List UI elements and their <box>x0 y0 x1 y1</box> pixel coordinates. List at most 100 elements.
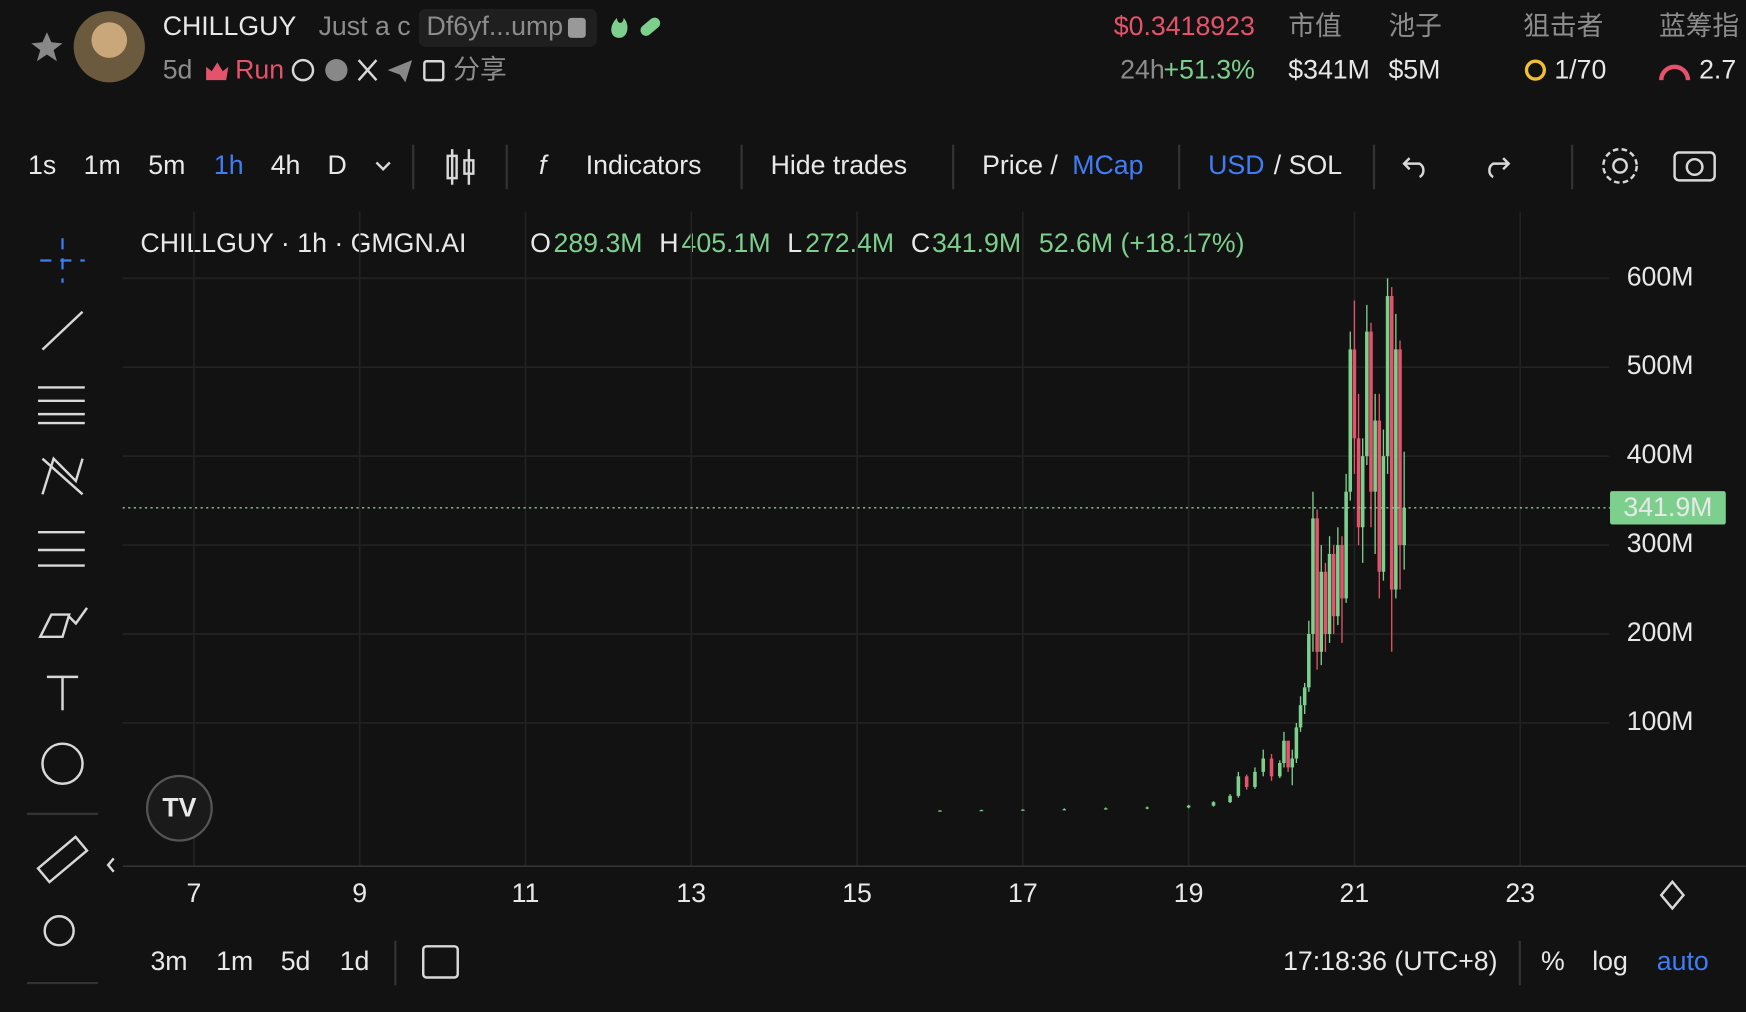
prediction-tool[interactable] <box>38 530 85 567</box>
candle-body <box>1323 571 1328 635</box>
candle-body <box>1236 776 1241 796</box>
stat-value: $5M <box>1388 54 1440 84</box>
sniper-icon <box>1524 59 1546 81</box>
settings-core <box>1612 157 1628 174</box>
interval[interactable]: 1m <box>84 150 121 180</box>
web-icon[interactable] <box>325 59 348 82</box>
candle-body <box>1336 545 1340 617</box>
favorite-star[interactable] <box>31 32 63 62</box>
interval-dropdown[interactable] <box>375 161 391 171</box>
pill-icon <box>640 17 661 36</box>
clock: 17:18:36 (UTC+8) <box>1283 946 1497 976</box>
redo[interactable] <box>1488 157 1511 179</box>
interval[interactable]: D <box>327 150 346 180</box>
stat-value: 2.7 <box>1699 54 1736 84</box>
y-tick-label: 200M <box>1627 617 1694 647</box>
run-icon <box>206 62 229 81</box>
stat-label[interactable]: 狙击者 <box>1523 11 1603 41</box>
price: $0.3418923 <box>1114 11 1255 41</box>
trendline-tool[interactable] <box>41 310 84 351</box>
pattern-tool[interactable] <box>41 456 84 496</box>
range[interactable]: 1d <box>340 946 370 976</box>
interval[interactable]: 4h <box>271 150 301 180</box>
candle-body <box>1319 571 1324 652</box>
candle-body <box>1381 456 1386 572</box>
y-tick-label: 100M <box>1627 706 1694 736</box>
camera[interactable] <box>1673 151 1716 182</box>
x-icon[interactable] <box>357 59 378 81</box>
candle-body <box>1389 296 1394 590</box>
candle-body <box>1311 518 1315 635</box>
mcap-toggle[interactable]: MCap <box>1072 150 1143 180</box>
goto-date[interactable] <box>421 945 459 979</box>
tv-logo[interactable] <box>146 774 213 842</box>
text-tool[interactable] <box>46 675 79 711</box>
range[interactable]: 5d <box>281 946 311 976</box>
share-label[interactable]: 分享 <box>453 54 506 84</box>
avatar-face <box>91 22 128 58</box>
settings[interactable] <box>1602 147 1638 184</box>
candle-body <box>1103 808 1108 810</box>
candle-body <box>1331 553 1336 617</box>
emoji-tool[interactable] <box>41 742 84 785</box>
fx-icon[interactable]: f <box>539 150 549 180</box>
candle-body <box>1398 349 1402 546</box>
candle-body <box>1211 802 1216 806</box>
indicators[interactable]: Indicators <box>586 150 702 180</box>
x-tick-label: 11 <box>512 878 540 908</box>
token-address: Df6yf...ump <box>427 11 564 41</box>
candle-body <box>1356 438 1361 528</box>
candle-body <box>1307 634 1311 688</box>
last-price-label: 341.9M <box>1623 492 1712 522</box>
usd-toggle[interactable]: USD <box>1208 150 1264 180</box>
hide-trades[interactable]: Hide trades <box>771 150 908 180</box>
candle-body <box>1373 420 1377 492</box>
telegram-icon[interactable] <box>387 60 413 83</box>
candle-body <box>1286 740 1290 768</box>
interval[interactable]: 1s <box>28 150 56 180</box>
candle-body <box>1253 771 1257 787</box>
axis-settings[interactable] <box>1659 879 1686 911</box>
x-tick-label: 15 <box>842 878 872 908</box>
candle-body <box>1327 553 1332 635</box>
auto-toggle[interactable]: auto <box>1657 946 1709 976</box>
zoom-tool[interactable] <box>43 915 75 947</box>
candle-body <box>1261 758 1266 772</box>
log-toggle[interactable]: log <box>1592 946 1628 976</box>
x-tick-label: 21 <box>1340 878 1370 908</box>
x-tick-label: 13 <box>676 878 706 908</box>
stat-value: 1/70 <box>1554 54 1606 84</box>
y-tick-label: 500M <box>1627 350 1694 380</box>
candle-type-icon[interactable] <box>446 149 475 185</box>
run-label[interactable]: Run <box>235 54 284 84</box>
legend-o-label: O <box>530 228 551 258</box>
stat-label: 池子 <box>1388 11 1441 41</box>
share-icon[interactable] <box>423 60 445 82</box>
collapse[interactable] <box>106 857 115 873</box>
copy-icon[interactable] <box>567 17 586 38</box>
y-tick-label: 300M <box>1627 528 1694 558</box>
undo[interactable] <box>1402 157 1425 179</box>
token-name: CHILLGUY <box>163 11 297 41</box>
candle-body <box>1344 491 1348 599</box>
interval[interactable]: 5m <box>148 150 185 180</box>
interval-active[interactable]: 1h <box>214 150 244 180</box>
range[interactable]: 1m <box>216 946 253 976</box>
search-icon[interactable] <box>291 58 315 82</box>
fire-icon <box>611 17 628 38</box>
price-toggle[interactable]: Price / <box>982 150 1058 180</box>
legend-c: 341.9M <box>932 228 1021 258</box>
brush-tool[interactable] <box>38 607 88 639</box>
ruler-tool[interactable] <box>36 835 89 884</box>
stat-label: 蓝筹指 <box>1659 11 1739 41</box>
address-chip[interactable] <box>418 8 597 47</box>
crosshair-tool[interactable] <box>40 238 85 283</box>
fib-tool[interactable] <box>38 386 85 425</box>
y-tick-label: 400M <box>1627 439 1694 469</box>
candle-body <box>1282 740 1286 763</box>
range[interactable]: 3m <box>150 946 187 976</box>
percent-toggle[interactable]: % <box>1541 946 1565 976</box>
sol-toggle[interactable]: / SOL <box>1274 150 1342 180</box>
candle-body <box>1348 349 1353 492</box>
